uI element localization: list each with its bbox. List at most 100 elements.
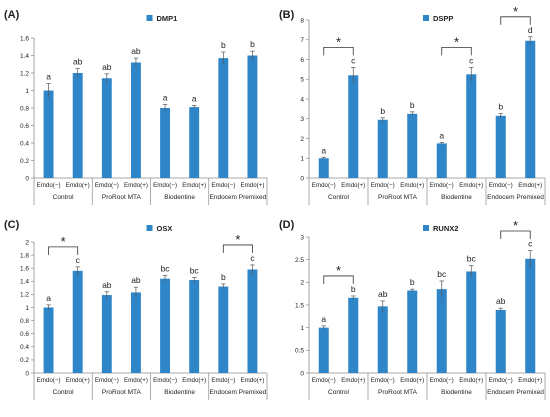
y-tick-label: 1 [25,88,29,95]
panel-label: (B) [279,9,295,21]
significance-bracket [500,16,531,25]
x-tick-label: Emdo(+) [182,182,206,189]
significance-letter: b [410,277,415,287]
y-tick-label: 0.4 [20,344,29,351]
group-label: Endocem Premixed [210,389,267,396]
chart-panel-3: (C) OSX 0 0.2 0.4 0.6 0.8 1 1.2 1.4 1.6 1.8 2 a Emdo(−… [4,219,268,400]
bar [436,143,447,178]
significance-letter: b [351,284,356,294]
bar [247,55,258,178]
significance-star: * [235,232,240,247]
y-tick-label: 0.5 [295,348,304,355]
significance-star: * [61,234,66,249]
significance-letter: b [221,272,226,282]
significance-letter: a [439,130,444,140]
significance-letter: a [46,72,51,82]
y-tick-label: 0.6 [20,331,29,338]
legend-swatch [423,225,429,231]
bar [189,279,200,373]
y-tick-label: 0 [25,175,29,182]
group-label: ProRoot MTA [102,194,142,201]
y-tick-label: 0 [300,175,304,182]
x-tick-label: Emdo(−) [489,377,513,384]
y-tick-label: 0.2 [20,158,29,165]
significance-letter: a [321,314,326,324]
x-tick-label: Emdo(+) [459,182,483,189]
group-label: ProRoot MTA [378,389,418,396]
significance-letter: ab [496,296,506,306]
y-tick-label: 1.6 [20,35,29,42]
y-tick-label: 2.5 [295,257,304,264]
significance-star: * [336,34,341,49]
y-tick-label: 1.2 [20,70,29,77]
bar [43,307,54,373]
bar [377,306,388,373]
y-tick-label: 2 [300,136,304,143]
significance-letter: ab [102,280,112,290]
y-tick-label: 6 [300,57,304,64]
significance-letter: ab [131,46,141,56]
x-tick-label: Emdo(+) [240,182,264,189]
bar [525,258,536,373]
y-tick-label: 0.6 [20,123,29,130]
bar [525,40,536,178]
group-label: Control [53,389,75,396]
group-label: Endocem Premixed [210,194,267,201]
bar [318,158,329,178]
significance-letter: ab [378,289,388,299]
significance-star: * [454,34,459,49]
x-tick-label: Emdo(−) [312,377,336,384]
y-tick-label: 1.5 [295,302,304,309]
bar [101,295,112,373]
chart-panel-4: (D) RUNX2 0 0.5 1 1.5 2 2.5 3 a Emdo(−) b Emdo(+) ab E… [279,218,546,400]
x-tick-label: Emdo(−) [95,182,119,189]
group-label: Control [328,194,350,201]
y-tick-label: 2 [300,280,304,287]
legend-label: DSPP [433,14,453,23]
x-tick-label: Emdo(−) [211,377,235,384]
bar [495,309,506,373]
y-tick-label: 4 [300,96,304,103]
significance-letter: b [250,39,255,49]
bar [130,292,141,373]
y-tick-label: 0.2 [20,357,29,364]
bar [101,78,112,178]
significance-bracket [323,47,354,56]
bar [436,289,447,373]
x-tick-label: Emdo(−) [312,182,336,189]
significance-letter: bc [467,254,477,264]
bar [130,62,141,178]
legend-label: RUNX2 [433,224,458,233]
panel-label: (D) [279,219,295,231]
x-tick-label: Emdo(−) [489,182,513,189]
legend-swatch [146,15,153,21]
bar [218,58,229,178]
significance-star: * [513,4,518,19]
significance-letter: bc [190,265,200,275]
y-tick-label: 3 [300,234,304,241]
significance-letter: a [192,93,197,103]
significance-letter: c [469,55,474,65]
y-tick-label: 2 [25,239,29,246]
significance-letter: c [76,255,81,265]
y-tick-label: 1.6 [20,266,29,273]
x-tick-label: Emdo(+) [400,377,424,384]
y-tick-label: 1.4 [20,53,29,60]
y-tick-label: 1.8 [20,252,29,259]
significance-letter: ab [73,57,83,67]
bar [72,270,83,373]
group-label: Biodentine [164,389,195,396]
group-label: Biodentine [441,389,472,396]
x-tick-label: Emdo(−) [37,377,61,384]
x-tick-label: Emdo(+) [400,182,424,189]
significance-letter: a [163,93,168,103]
group-label: ProRoot MTA [102,389,142,396]
x-tick-label: Emdo(+) [459,377,483,384]
y-tick-label: 7 [300,37,304,44]
bar [407,290,418,373]
significance-letter: ab [131,275,141,285]
significance-bracket [500,230,531,239]
x-tick-label: Emdo(+) [341,377,365,384]
panel-label: (A) [4,9,20,21]
x-tick-label: Emdo(−) [371,377,395,384]
